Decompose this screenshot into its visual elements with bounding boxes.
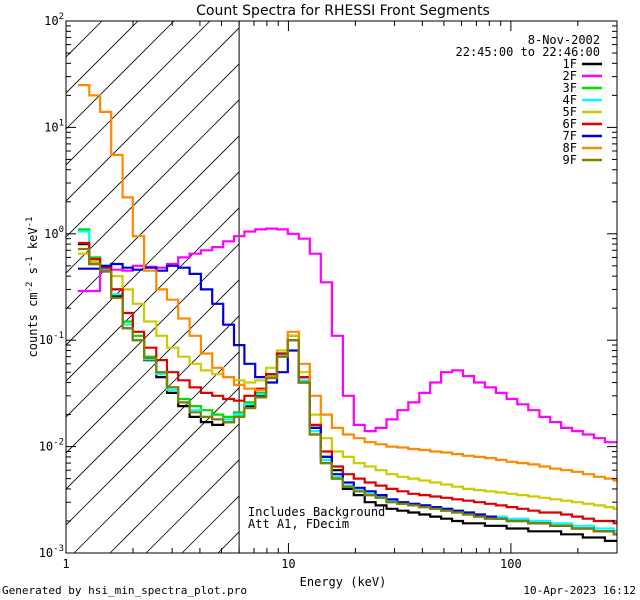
hatch-line [66,243,240,418]
hatch-line [66,99,240,274]
footer-generated-by: Generated by hsi_min_spectra_plot.pro [2,584,247,597]
legend-label-9F: 9F [563,153,577,167]
legend-label-4F: 4F [563,93,577,107]
hatch-line [109,423,240,553]
series-line-9F [77,247,617,536]
annotation-background: Includes Background [248,505,385,519]
axis-ticks [65,20,618,554]
hatch-line [66,21,175,130]
hatch-line [66,279,240,454]
x-tick-label: 10 [281,557,295,571]
legend-label-8F: 8F [563,141,577,155]
legend-label-7F: 7F [563,129,577,143]
y-tick-label: 101 [44,118,64,134]
footer-timestamp: 10-Apr-2023 16:12 [523,584,636,597]
legend-label-3F: 3F [563,81,577,95]
y-axis-label: counts cm-2 s-1 keV-1 [25,217,40,358]
x-tick-label: 1 [62,557,69,571]
legend-label-6F: 6F [563,117,577,131]
series-line-6F [77,241,617,525]
series-line-2F [77,227,617,444]
hatched-region [66,21,240,553]
series-line-8F [77,84,617,482]
hatch-line [66,63,240,238]
series-line-5F [77,252,617,510]
legend-label-5F: 5F [563,105,577,119]
hatch-line [66,21,211,166]
hatch-line [145,459,240,553]
date-label: 8-Nov-2002 [528,33,600,47]
hatch-line [66,207,240,382]
hatch-line [66,27,240,202]
y-tick-label: 10-2 [39,438,64,454]
y-tick-label: 10-3 [39,544,64,560]
legend-label-2F: 2F [563,69,577,83]
hatch-line [66,315,240,490]
y-tick-label: 102 [44,12,64,28]
y-tick-label: 10-1 [39,331,64,347]
chart-title: Count Spectra for RHESSI Front Segments [196,3,490,19]
plot-frame [65,20,618,554]
x-axis-label: Energy (keV) [300,575,387,589]
series-group [77,84,617,542]
time-range-label: 22:45:00 to 22:46:00 [456,45,601,59]
hatch-line [73,387,240,553]
x-tick-label: 100 [500,557,522,571]
y-tick-labels: 10-3 10-2 10-1 100 101 102 [39,12,64,560]
hatch-line [66,135,240,310]
x-tick-labels: 1 10 100 [62,557,521,571]
y-tick-label: 100 [44,225,64,241]
annotation-attenuator: Att A1, FDecim [248,517,349,531]
legend-label-1F: 1F [563,57,577,71]
hatch-line [66,171,240,346]
hatch-line [66,351,240,526]
